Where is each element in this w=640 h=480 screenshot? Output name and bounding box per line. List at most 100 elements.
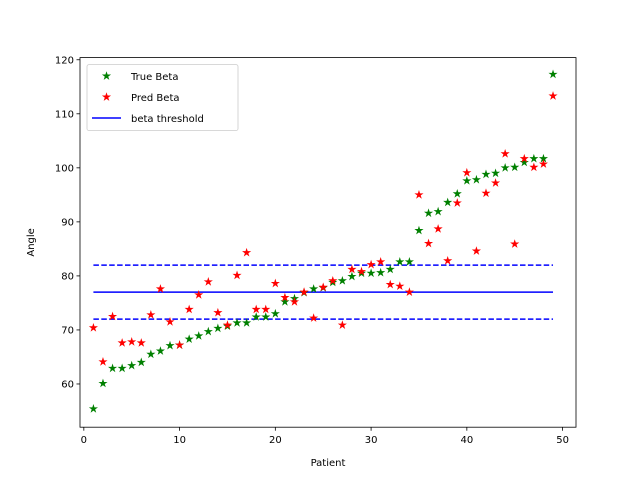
- pred-beta-point: [232, 270, 242, 280]
- pred-beta-point: [337, 320, 347, 329]
- y-tick-label: 90: [61, 217, 74, 228]
- true-beta-point: [423, 208, 434, 218]
- pred-beta-point: [491, 178, 501, 187]
- x-axis-label: Patient: [311, 458, 346, 469]
- true-beta-point: [251, 312, 261, 321]
- pred-beta-point: [146, 310, 156, 319]
- pred-beta-point: [175, 340, 185, 349]
- pred-beta-point: [117, 338, 127, 347]
- true-beta-point: [347, 271, 357, 281]
- true-beta-point: [194, 331, 204, 340]
- legend-pred-beta-marker: [101, 92, 112, 101]
- pred-beta-point: [242, 247, 252, 257]
- true-beta-point: [519, 157, 529, 167]
- legend-true-beta-label: True Beta: [130, 72, 178, 83]
- pred-beta-point: [261, 304, 271, 314]
- true-beta-point: [165, 340, 175, 350]
- legend-box: [86, 64, 239, 131]
- true-beta-point: [414, 225, 424, 235]
- axes-frame: [79, 57, 577, 428]
- y-tick-label: 70: [61, 326, 74, 337]
- pred-beta-point: [184, 304, 194, 314]
- true-beta-point: [471, 174, 481, 184]
- true-beta-point: [155, 346, 165, 355]
- y-tick-label: 60: [61, 380, 74, 391]
- true-beta-point: [510, 162, 520, 172]
- true-beta-point: [481, 169, 491, 179]
- pred-beta-point: [366, 259, 376, 269]
- pred-beta-point: [213, 307, 223, 317]
- pred-beta-point: [165, 317, 175, 326]
- true-beta-point: [261, 312, 271, 321]
- true-beta-point: [146, 349, 156, 359]
- true-beta-point: [395, 257, 405, 266]
- legend-pred-beta-star: [101, 92, 112, 101]
- pred-beta-point: [270, 278, 280, 288]
- pred-beta-point: [222, 320, 233, 329]
- pred-beta-point: [280, 292, 290, 302]
- pred-beta-point: [194, 290, 204, 299]
- x-tick-label: 30: [365, 435, 378, 446]
- true-beta-point: [385, 264, 395, 274]
- pred-beta-point: [500, 148, 510, 158]
- legend-threshold-label: beta threshold: [131, 114, 204, 125]
- pred-beta-point: [529, 162, 539, 172]
- pred-beta-point: [136, 338, 146, 347]
- pred-beta-point: [404, 287, 414, 296]
- pred-beta-point: [289, 297, 300, 306]
- pred-beta-point: [347, 264, 357, 274]
- pred-beta-point: [452, 198, 462, 207]
- true-beta-point: [337, 275, 347, 285]
- pred-beta-point: [318, 282, 328, 292]
- pred-beta-point: [356, 266, 367, 276]
- legend: True Beta Pred Beta beta threshold: [86, 64, 239, 131]
- true-beta-point: [232, 318, 242, 327]
- true-beta-point: [280, 297, 290, 306]
- true-beta-point: [452, 188, 462, 198]
- true-beta-point: [270, 308, 280, 318]
- true-beta-point: [500, 163, 510, 172]
- y-tick-label: 80: [61, 272, 74, 283]
- pred-beta-point: [88, 322, 98, 332]
- true-beta-point: [376, 267, 386, 277]
- true-beta-point: [462, 176, 472, 185]
- x-tick-label: 0: [81, 435, 87, 446]
- true-beta-point: [117, 363, 127, 373]
- true-beta-point: [88, 404, 98, 413]
- legend-true-beta-star: [101, 71, 112, 80]
- true-beta-point: [184, 334, 194, 344]
- pred-beta-point: [395, 281, 405, 291]
- pred-beta-point: [328, 275, 338, 285]
- pred-beta-point: [309, 313, 319, 322]
- true-beta-point: [433, 206, 443, 216]
- pred-beta-point: [433, 224, 443, 233]
- pred-beta-point: [548, 91, 558, 100]
- x-tick-label: 20: [269, 435, 282, 446]
- pred-beta-point: [107, 311, 118, 321]
- pred-beta-point: [414, 190, 424, 199]
- x-tick-label: 40: [460, 435, 473, 446]
- pred-beta-point: [519, 153, 529, 163]
- pred-beta-point: [203, 277, 213, 286]
- pred-beta-point: [462, 167, 472, 177]
- x-tick-label: 50: [556, 435, 569, 446]
- true-beta-point: [107, 363, 118, 373]
- pred-beta-point: [471, 246, 481, 255]
- pred-beta-point: [538, 159, 549, 168]
- x-axis: 0 10 20 30 40 50: [81, 427, 569, 446]
- pred-beta-point: [299, 287, 309, 296]
- legend-true-beta-marker: [101, 71, 112, 80]
- true-beta-point: [242, 318, 252, 327]
- pred-beta-point: [155, 284, 165, 293]
- plot-area: [88, 69, 558, 413]
- pred-beta-point: [385, 279, 395, 289]
- true-beta-point: [98, 378, 108, 388]
- true-beta-point: [366, 268, 376, 278]
- y-tick-label: 120: [55, 55, 74, 66]
- true-beta-point: [538, 153, 549, 163]
- true-beta-point: [443, 197, 453, 207]
- y-axis: 60 70 80 90 100 110 120: [55, 55, 80, 391]
- true-beta-point: [203, 326, 213, 336]
- true-beta-point: [404, 257, 414, 266]
